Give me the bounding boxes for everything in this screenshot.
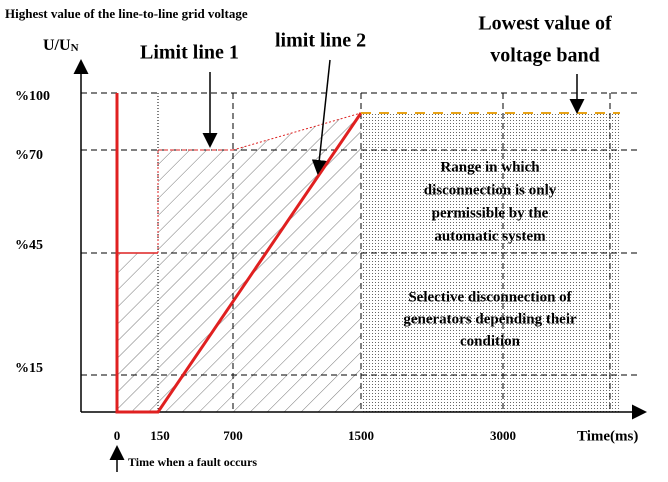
grid	[81, 92, 640, 412]
limit-line-1	[117, 112, 362, 254]
region-text: condition	[460, 333, 521, 349]
y-tick-label: %45	[15, 238, 43, 253]
y-label-main: U/U	[43, 37, 71, 54]
hatched-region	[117, 113, 361, 412]
band-label: voltage band	[490, 45, 599, 67]
limit-line-1-label: Limit line 1	[140, 42, 239, 64]
region-text: Range in which	[440, 159, 540, 175]
region-text: permissible by the	[432, 205, 549, 221]
band-label: Lowest value of	[478, 13, 612, 35]
x-tick-label: 1500	[348, 428, 374, 443]
x-tick-label: 150	[150, 428, 170, 443]
dotted-region	[361, 113, 621, 412]
y-label-sub: N	[71, 42, 79, 54]
region-text: Selective disconnection of	[408, 289, 572, 305]
fault-label: Time when a fault occurs	[128, 455, 257, 469]
x-tick-label: 700	[223, 428, 243, 443]
region-text: generators depending their	[403, 311, 577, 327]
x-axis-label: Time(ms)	[577, 428, 638, 444]
y-axis-label: U/UN	[43, 37, 79, 54]
y-tick-label: %100	[15, 89, 50, 104]
region-text: disconnection is only	[424, 182, 557, 198]
title: Highest value of the line-to-line grid v…	[5, 6, 248, 21]
arrows	[109, 59, 585, 472]
region-text: automatic system	[434, 228, 546, 244]
y-tick-label: %70	[15, 148, 43, 163]
limit-line-2	[115, 93, 363, 414]
y-tick-label: %15	[15, 361, 43, 376]
limit-line-2-label: limit line 2	[275, 30, 366, 52]
x-tick-label: 3000	[490, 428, 516, 443]
x-tick-label: 0	[114, 428, 121, 443]
